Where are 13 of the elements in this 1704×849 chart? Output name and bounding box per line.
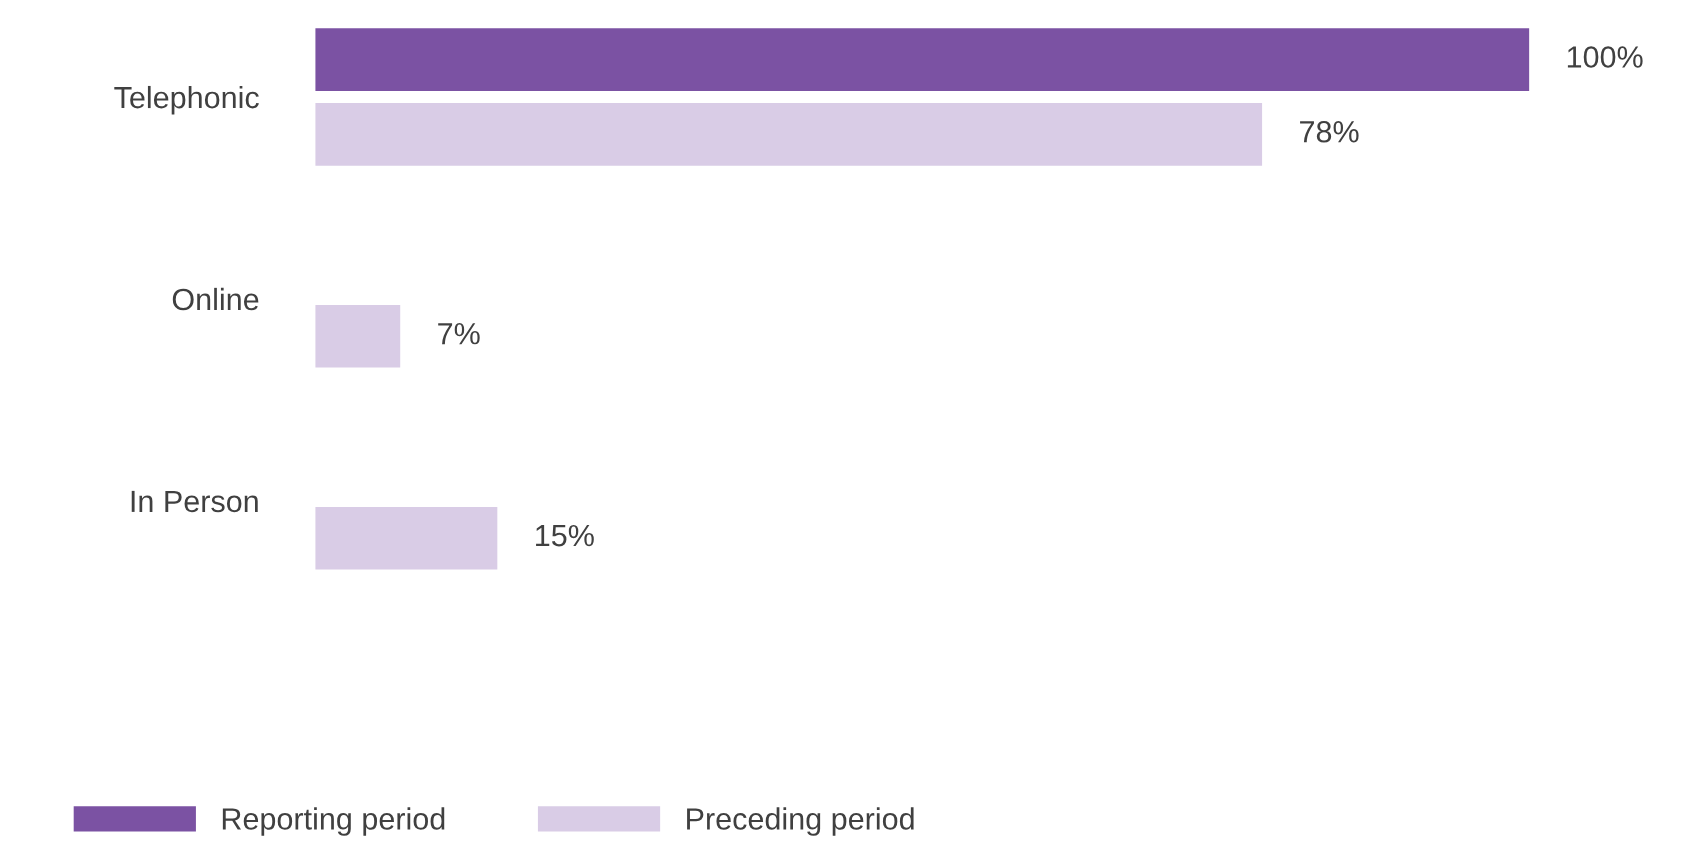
- bar: [315, 103, 1263, 166]
- y-tick-label: Online: [172, 287, 259, 311]
- legend-label: Reporting period: [222, 807, 445, 836]
- bar: [315, 28, 1530, 91]
- y-tick-label: In Person: [131, 490, 258, 513]
- legend-label: Preceding period: [687, 807, 914, 836]
- bar: [315, 304, 401, 368]
- data-label: 78%: [1300, 120, 1359, 143]
- data-label: 100%: [1567, 46, 1643, 68]
- data-label: 7%: [438, 322, 480, 345]
- data-label: 15%: [536, 524, 594, 547]
- bar: [315, 506, 498, 570]
- y-tick-label: Telephonic: [114, 85, 259, 115]
